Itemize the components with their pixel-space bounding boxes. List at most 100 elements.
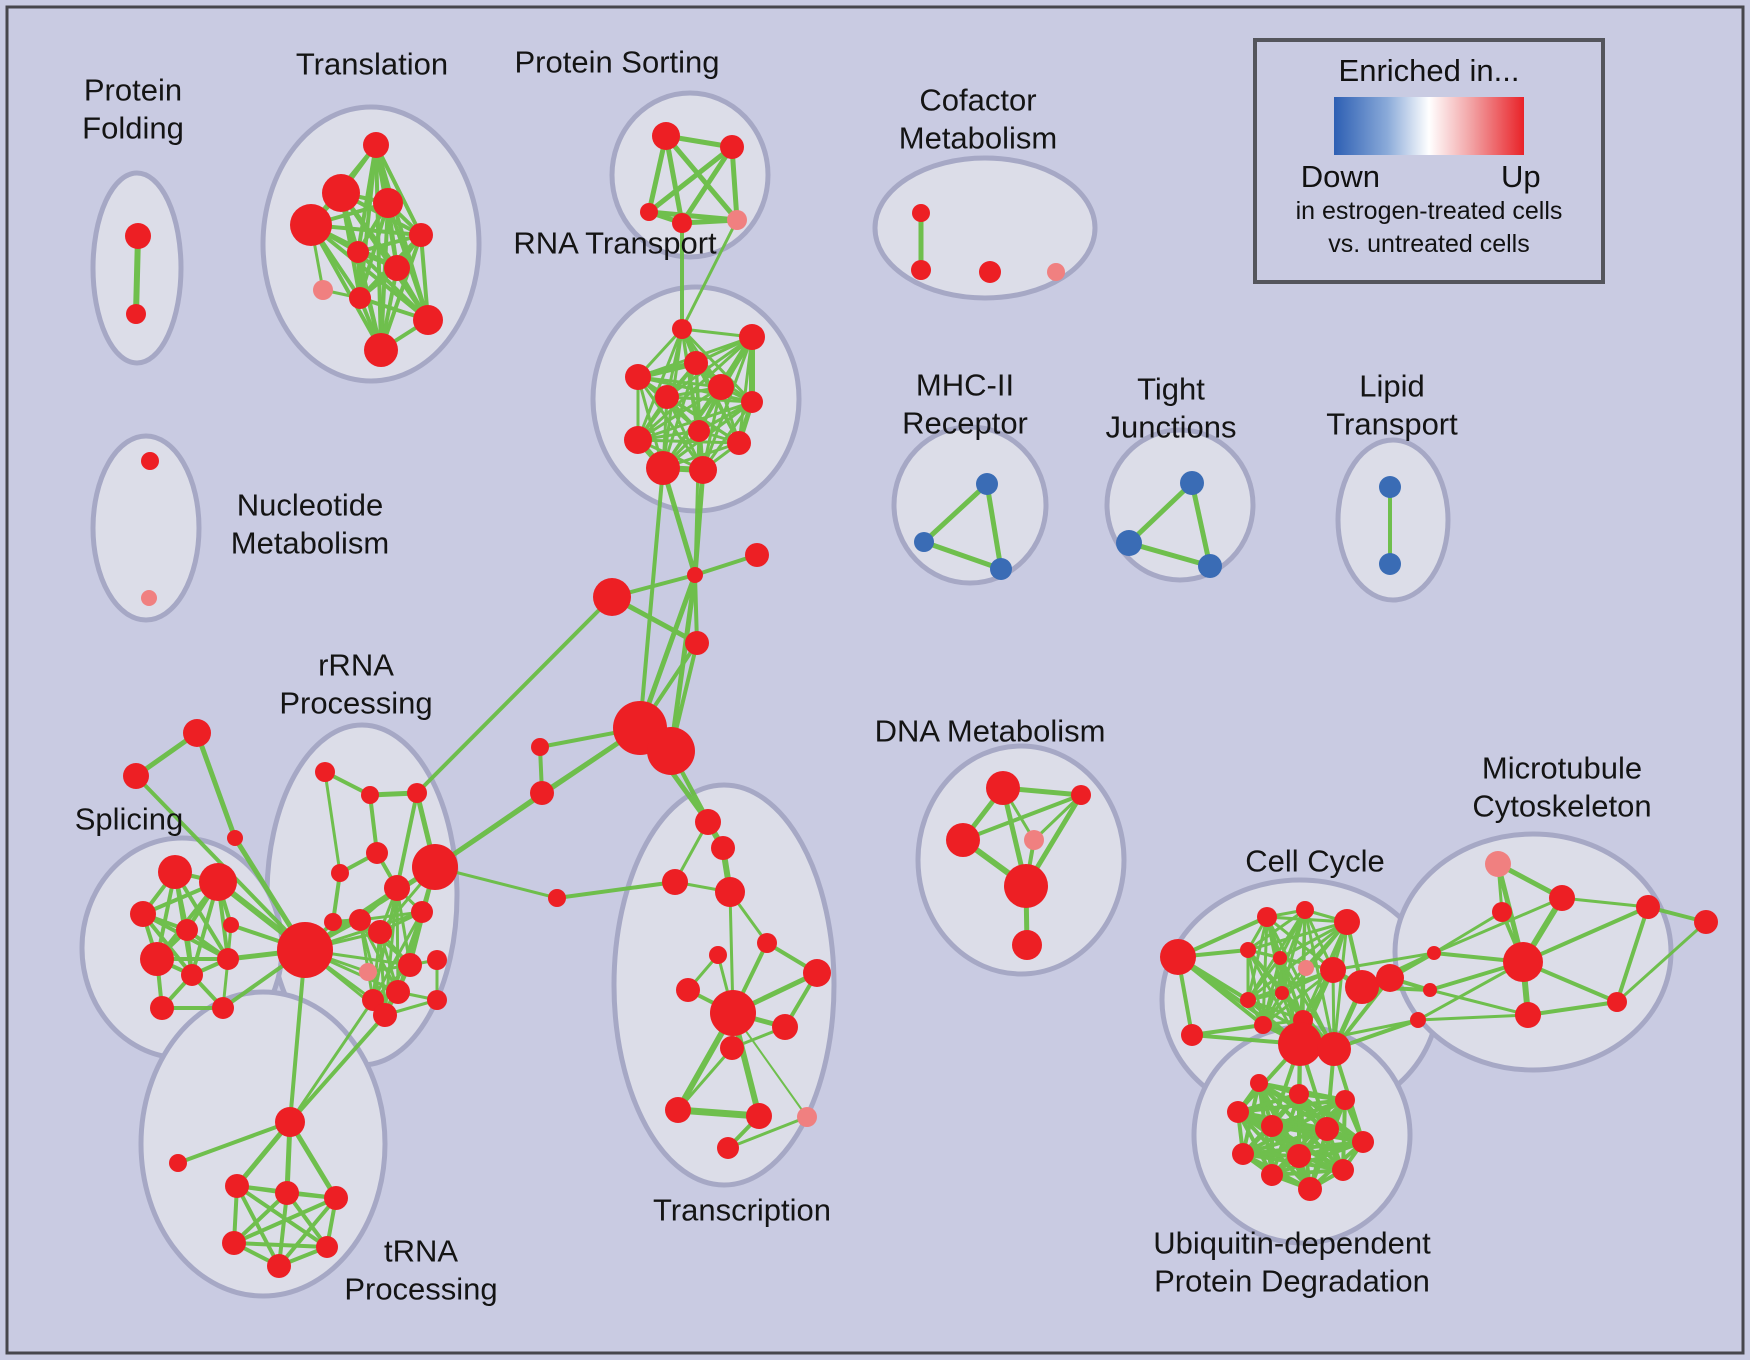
edge-tn5-tn8	[277, 1196, 338, 1268]
edge-rr21-tn1	[288, 998, 375, 1124]
node-mt2	[1549, 885, 1575, 911]
edge-mt6-mt8	[1615, 920, 1708, 1004]
node-rr22	[373, 1003, 397, 1027]
node-rt3	[684, 351, 708, 375]
cluster-label-lipid-transport-line1: Lipid	[1359, 369, 1425, 404]
node-mt6	[1607, 992, 1627, 1012]
edge-cc21-mt5	[1428, 988, 1530, 1017]
edge-ps5-rt1	[680, 218, 739, 331]
node-tr6	[347, 241, 369, 263]
figure-border	[5, 5, 1745, 1355]
node-rr16	[359, 963, 377, 981]
node-sp3	[130, 901, 156, 927]
node-tc8	[676, 978, 700, 1002]
node-ub7	[1352, 1131, 1374, 1153]
node-rr5	[361, 786, 379, 804]
node-lt1	[1379, 476, 1401, 498]
node-sp2	[199, 863, 237, 901]
edge-ps2-ps5	[729, 144, 740, 223]
cluster-label-ubiquitin-degradation-line2: Protein Degradation	[1154, 1264, 1430, 1299]
edge-mt5-mt6	[1526, 1000, 1619, 1017]
node-ub10	[1332, 1159, 1354, 1181]
node-tn8	[267, 1254, 291, 1278]
edge-rt1-rt9	[636, 327, 684, 442]
node-tc1	[695, 809, 721, 835]
node-tc6	[757, 933, 777, 953]
node-rr9	[384, 875, 410, 901]
node-rt1	[672, 319, 692, 339]
cluster-label-mhc-ii-receptor-line1: MHC-II	[916, 368, 1014, 403]
legend-box: Enriched in... Down Up in estrogen-treat…	[1253, 38, 1605, 284]
node-sp10	[212, 997, 234, 1019]
edge-cc2-cc14	[1190, 1023, 1265, 1037]
node-cc16	[1278, 1022, 1322, 1066]
node-tc2	[711, 836, 735, 860]
edge-rt5-rt7	[665, 395, 754, 404]
edge-tc12-tc13	[676, 1046, 734, 1112]
edge-ps2-ps3	[646, 144, 735, 215]
node-nm2	[141, 590, 157, 606]
edge-tr1-tr5	[374, 143, 423, 237]
node-rr4	[315, 762, 335, 782]
edge-tn6-tn7	[232, 1241, 329, 1249]
node-cf1	[912, 204, 930, 222]
edge-mt6-mt7	[1615, 905, 1650, 1004]
legend-subtitle-line2: vs. untreated cells	[1328, 230, 1530, 258]
node-ub12	[1298, 1177, 1322, 1201]
node-tc13	[665, 1097, 691, 1123]
node-rr12	[349, 909, 371, 931]
node-tr2	[322, 174, 360, 212]
node-cf2	[911, 260, 931, 280]
node-tn4	[275, 1181, 299, 1205]
node-ch4	[685, 631, 709, 655]
node-tn3	[225, 1174, 249, 1198]
node-dm2	[1071, 785, 1091, 805]
cluster-label-transcription-line1: Transcription	[653, 1193, 831, 1228]
node-rr2	[123, 763, 149, 789]
node-cc2	[1181, 1024, 1203, 1046]
edge-rr4-rr8	[323, 770, 342, 875]
node-sp4	[176, 919, 198, 941]
node-cc5	[1334, 909, 1360, 935]
node-pf1	[125, 223, 151, 249]
cluster-label-tight-junctions-line1: Tight	[1137, 372, 1205, 407]
legend-gradient-bar	[1334, 97, 1524, 155]
cluster-label-cofactor-metabolism-line1: Cofactor	[919, 83, 1036, 118]
node-ub2	[1289, 1084, 1309, 1104]
cluster-label-cell-cycle-line1: Cell Cycle	[1245, 844, 1385, 879]
node-sp9	[150, 996, 174, 1020]
node-ch3	[593, 578, 631, 616]
node-rt6	[708, 374, 734, 400]
node-sp1	[158, 855, 192, 889]
node-rr8	[331, 864, 349, 882]
node-tc9	[803, 959, 831, 987]
node-mt5	[1515, 1002, 1541, 1028]
legend-up-label: Up	[1501, 159, 1541, 194]
node-rr20	[427, 990, 447, 1010]
node-tc5	[548, 889, 566, 907]
node-ub1	[1250, 1074, 1268, 1092]
node-ps5	[727, 210, 747, 230]
node-rr17	[398, 953, 422, 977]
nodes-layer	[123, 122, 1718, 1278]
edge-dm2-dm4	[1032, 793, 1083, 842]
edge-mh1-mh2	[921, 481, 990, 545]
cluster-label-mhc-ii-receptor-line2: Receptor	[902, 406, 1028, 441]
cluster-ellipse-nucleotide-metabolism	[90, 433, 202, 623]
node-rt5	[655, 385, 679, 409]
node-lt2	[1379, 553, 1401, 575]
edge-tn5-tn6	[232, 1196, 338, 1245]
node-mh3	[990, 558, 1012, 580]
node-tj1	[1180, 471, 1204, 495]
cluster-label-ubiquitin-degradation-line1: Ubiquitin-dependent	[1153, 1226, 1431, 1261]
cluster-label-dna-metabolism-line1: DNA Metabolism	[875, 714, 1106, 749]
edge-cc4-cc7	[1246, 908, 1307, 952]
node-ub3	[1335, 1090, 1355, 1110]
node-pf2	[126, 304, 146, 324]
edge-ub3-ub4	[1236, 1098, 1347, 1114]
node-cf4	[1047, 263, 1065, 281]
cluster-label-trna-processing-line2: Processing	[344, 1272, 497, 1307]
edge-cc10-cc20	[1331, 951, 1436, 972]
node-dm6	[1012, 930, 1042, 960]
edge-cc20-mt3	[1432, 910, 1504, 955]
